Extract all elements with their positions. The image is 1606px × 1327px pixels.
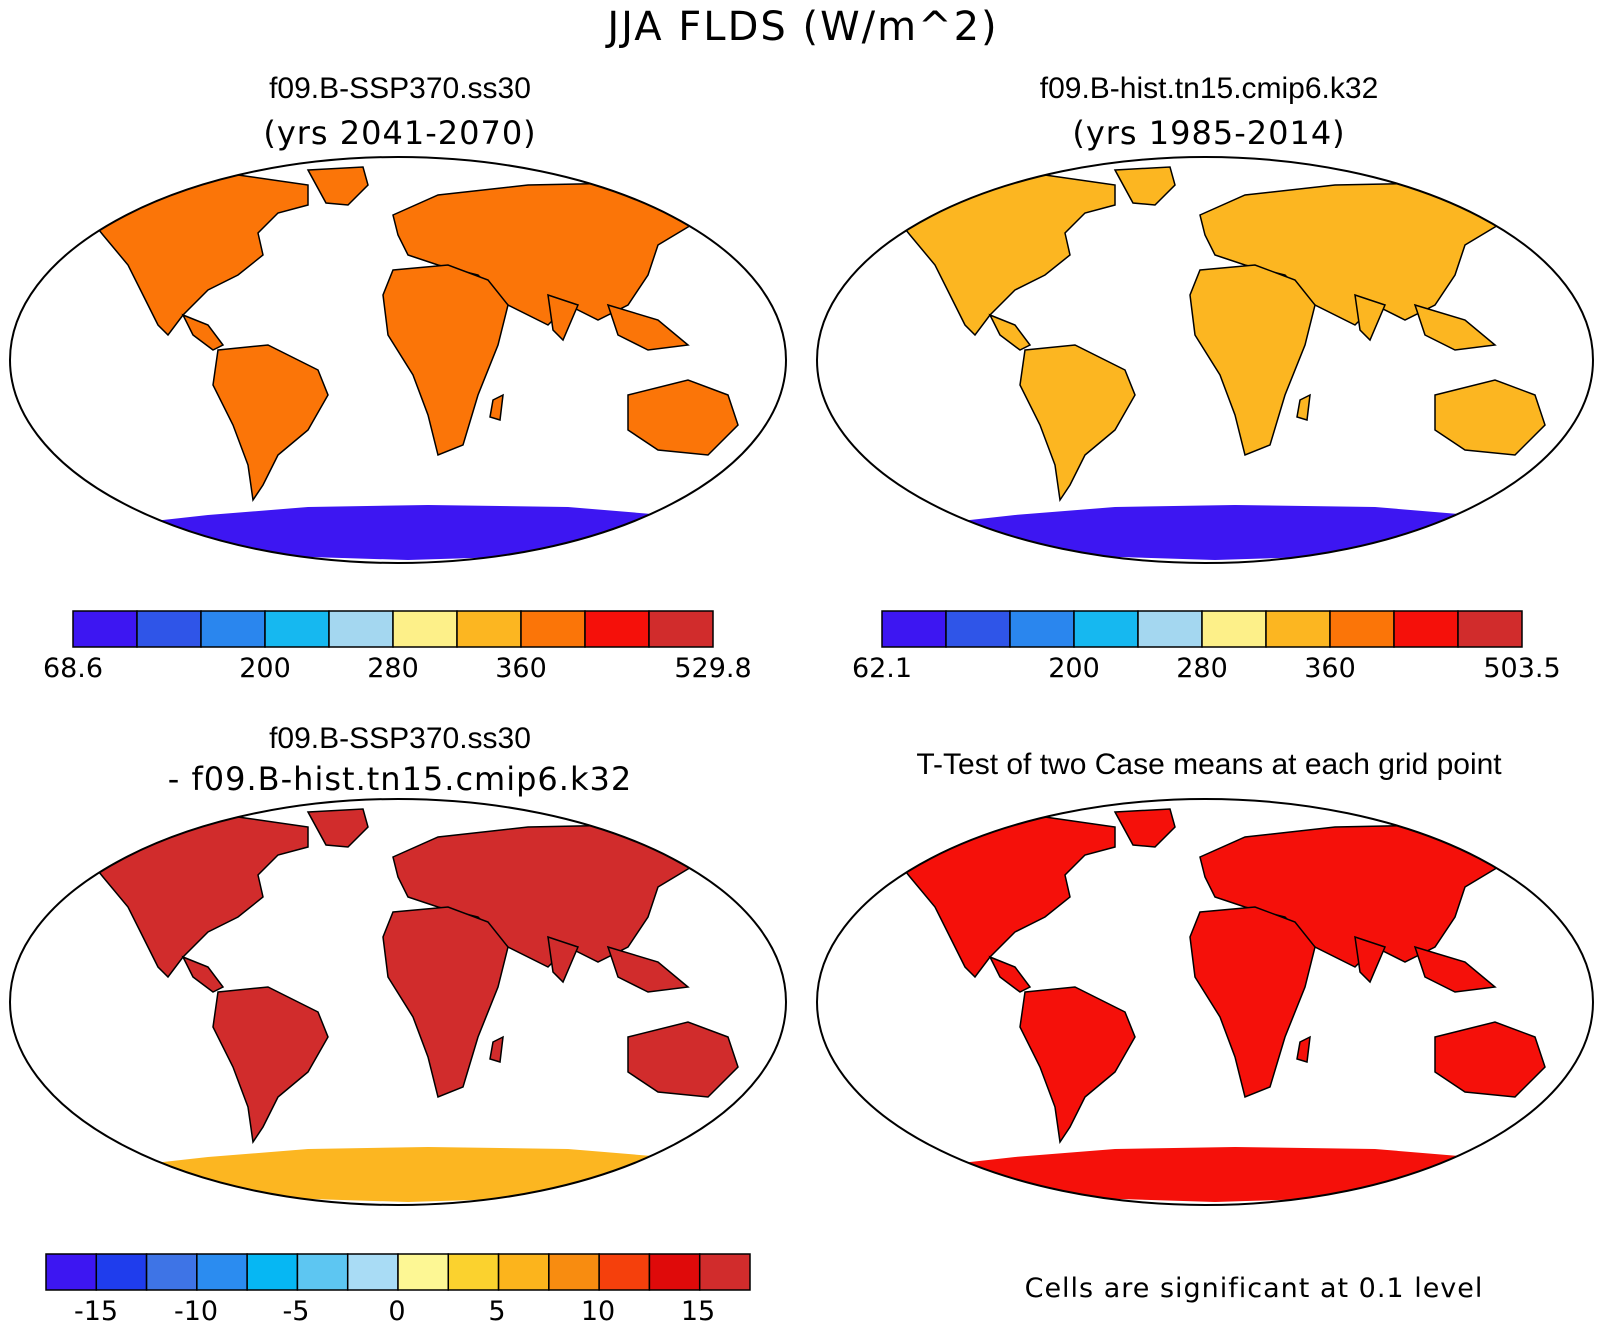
colorbar-swatch	[196, 1253, 248, 1291]
colorbar-swatch	[246, 1253, 299, 1291]
colorbar-swatch	[1073, 610, 1139, 648]
colorbar-tick-label: 280	[1176, 653, 1228, 684]
colorbar-swatch	[881, 610, 947, 648]
colorbar-swatch	[497, 1253, 550, 1291]
panel4-map-border	[816, 798, 1594, 1206]
colorbar-swatch	[264, 610, 330, 648]
colorbar-swatch	[945, 610, 1011, 648]
colorbar-swatch	[346, 1253, 399, 1291]
panel4-map	[816, 798, 1594, 1206]
colorbar-swatch	[1201, 610, 1267, 648]
colorbar-tick-label: 360	[495, 653, 547, 684]
colorbar-swatch	[447, 1253, 500, 1291]
colorbar-swatch	[392, 610, 458, 648]
colorbar-tick-label: 360	[1304, 653, 1356, 684]
panel1-title: f09.B-SSP370.ss30	[269, 72, 531, 105]
colorbar-tick-label: 15	[680, 1296, 716, 1327]
colorbar-swatch	[1393, 610, 1459, 648]
colorbar-tick-label: -5	[282, 1296, 310, 1327]
panel2-colorbar	[881, 610, 1523, 648]
panel2-map-border	[816, 156, 1594, 564]
colorbar-tick-label: 10	[580, 1296, 616, 1327]
colorbar-tick-label: 68.6	[42, 653, 104, 684]
colorbar-tick-label: -15	[73, 1296, 119, 1327]
significance-note: Cells are significant at 0.1 level	[1024, 1273, 1484, 1304]
colorbar-swatch	[520, 610, 586, 648]
colorbar-swatch	[1137, 610, 1203, 648]
panel3-title: f09.B-SSP370.ss30	[269, 722, 531, 755]
colorbar-tick-label: 5	[488, 1296, 506, 1327]
panel2-title: f09.B-hist.tn15.cmip6.k32	[1039, 72, 1379, 105]
colorbar-swatch	[45, 1253, 98, 1291]
colorbar-tick-label: 62.1	[851, 653, 913, 684]
colorbar-swatch	[548, 1253, 600, 1291]
colorbar-swatch	[648, 1253, 701, 1291]
colorbar-swatch	[136, 610, 202, 648]
colorbar-tick-label: 529.8	[674, 653, 752, 684]
colorbar-tick-label: 503.5	[1483, 653, 1561, 684]
figure-title: JJA FLDS (W/m^2)	[607, 4, 999, 50]
colorbar-tick-label: 200	[1048, 653, 1100, 684]
panel3-map-border	[9, 798, 787, 1206]
colorbar-swatch	[296, 1253, 349, 1291]
colorbar-tick-label: 280	[367, 653, 419, 684]
colorbar-swatch	[328, 610, 394, 648]
colorbar-swatch	[95, 1253, 148, 1291]
colorbar-swatch	[72, 610, 138, 648]
panel3-colorbar	[45, 1253, 751, 1291]
panel1-map-border	[9, 156, 787, 564]
panel2-subtitle: (yrs 1985-2014)	[1072, 114, 1346, 152]
colorbar-swatch	[200, 610, 266, 648]
colorbar-tick-label: 200	[239, 653, 291, 684]
colorbar-swatch	[584, 610, 650, 648]
colorbar-tick-label: -10	[173, 1296, 219, 1327]
colorbar-swatch	[698, 1253, 751, 1291]
panel2-map	[816, 156, 1594, 564]
colorbar-swatch	[397, 1253, 450, 1291]
colorbar-swatch	[648, 610, 714, 648]
colorbar-swatch	[145, 1253, 198, 1291]
colorbar-tick-label: 0	[388, 1296, 406, 1327]
colorbar-swatch	[1265, 610, 1331, 648]
panel1-colorbar	[72, 610, 714, 648]
panel1-map	[9, 156, 787, 564]
colorbar-swatch	[1457, 610, 1523, 648]
panel3-subtitle: - f09.B-hist.tn15.cmip6.k32	[167, 760, 633, 798]
colorbar-swatch	[456, 610, 522, 648]
panel4-title: T-Test of two Case means at each grid po…	[916, 748, 1502, 781]
colorbar-swatch	[598, 1253, 651, 1291]
panel1-subtitle: (yrs 2041-2070)	[263, 114, 537, 152]
colorbar-swatch	[1329, 610, 1395, 648]
panel3-map	[9, 798, 787, 1206]
colorbar-swatch	[1009, 610, 1075, 648]
